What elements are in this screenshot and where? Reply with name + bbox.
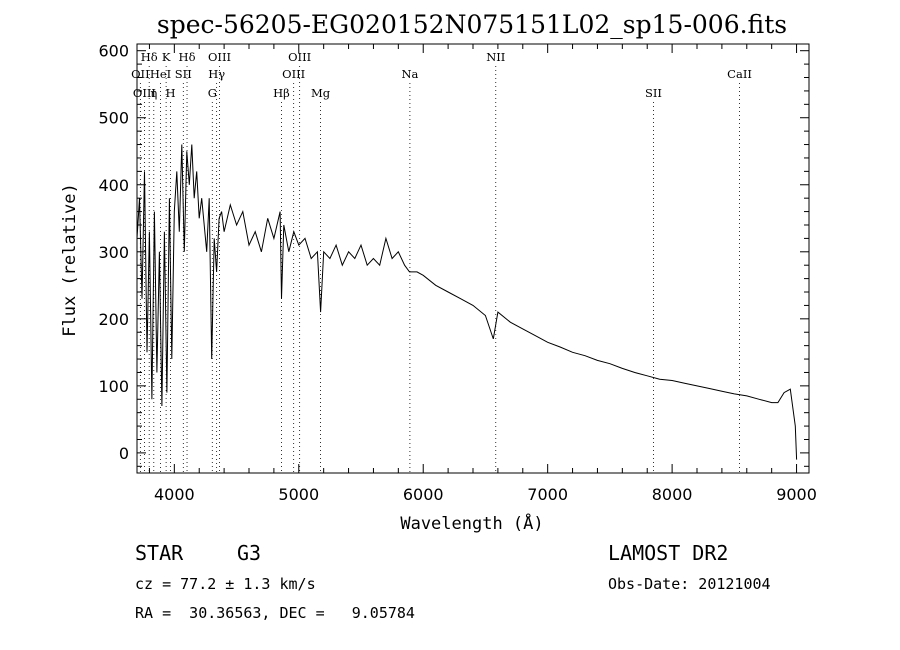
spectral-line-label: H <box>165 86 175 100</box>
chart-title: spec-56205-EG020152N075151L02_sp15-006.f… <box>157 10 787 39</box>
object-class: STAR <box>135 541 184 565</box>
x-tick-label: 8000 <box>652 485 693 504</box>
spectral-line-label: Mg <box>311 86 331 100</box>
x-tick-label: 9000 <box>776 485 817 504</box>
y-tick-label: 400 <box>98 176 129 195</box>
spectral-line-label: OII <box>131 67 150 81</box>
spectral-line-markers <box>139 66 740 473</box>
x-axis-ticks: 4000 5000 6000 7000 8000 9000 <box>148 44 817 504</box>
x-tick-label: 6000 <box>403 485 444 504</box>
spectral-line-label: NII <box>486 50 505 64</box>
observation-date: Obs-Date: 20121004 <box>608 575 771 593</box>
spectral-line-label: Hβ <box>273 86 290 100</box>
spectrum-line <box>136 144 798 460</box>
spectral-line-label: K <box>162 50 171 64</box>
spectral-line-label: OIII <box>288 50 311 64</box>
spectral-line-label: G <box>208 86 217 100</box>
spectral-line-label: Hδ <box>179 50 196 64</box>
spectral-line-label: Hγ <box>208 67 225 81</box>
spectral-line-label: Hδ <box>141 50 158 64</box>
y-tick-label: 200 <box>98 310 129 329</box>
y-tick-label: 100 <box>98 377 129 396</box>
spectral-line-label: OIII <box>208 50 231 64</box>
y-axis-ticks: 0 100 200 300 400 500 600 <box>98 42 809 467</box>
spectral-line-label: CaII <box>727 67 752 81</box>
coordinates: RA = 30.36563, DEC = 9.05784 <box>135 604 415 622</box>
x-tick-label: 4000 <box>154 485 195 504</box>
object-subclass: G3 <box>237 541 262 565</box>
spectral-line-label: SII <box>645 86 662 100</box>
y-tick-label: 300 <box>98 243 129 262</box>
y-tick-label: 500 <box>98 109 129 128</box>
x-axis-label: Wavelength (Å) <box>400 512 543 534</box>
survey-name: LAMOST DR2 <box>608 541 729 565</box>
plot-frame <box>136 43 810 474</box>
y-axis-label: Flux (relative) <box>60 183 80 337</box>
x-tick-label: 7000 <box>527 485 568 504</box>
spectral-line-label: Na <box>401 67 418 81</box>
spectral-line-label: OIII <box>133 86 156 100</box>
spectral-line-label: HeI <box>150 67 171 81</box>
redshift-velocity: cz = 77.2 ± 1.3 km/s <box>135 575 316 593</box>
x-tick-label: 5000 <box>278 485 319 504</box>
spectral-line-label: η <box>150 86 157 100</box>
spectral-line-label: SII <box>175 67 192 81</box>
spectral-line-label: OIII <box>282 67 305 81</box>
y-tick-label: 0 <box>119 444 129 463</box>
y-tick-label: 600 <box>98 42 129 61</box>
